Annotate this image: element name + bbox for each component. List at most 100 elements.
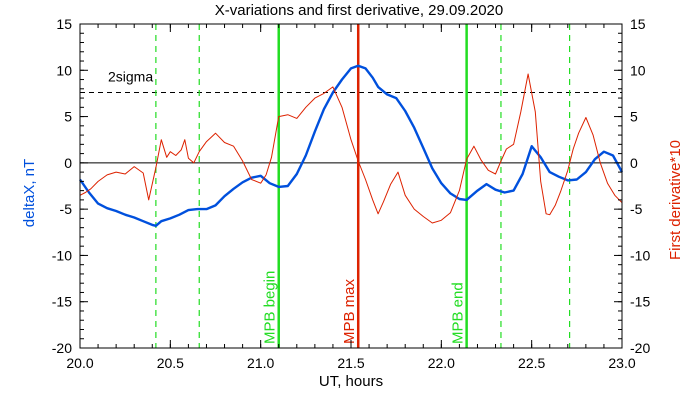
data-point-derivative: [560, 191, 561, 192]
data-point-derivative: [423, 216, 424, 217]
data-point-derivative: [161, 139, 162, 140]
data-point-deltaX: [612, 155, 613, 156]
data-point-derivative: [332, 86, 333, 87]
data-point-derivative: [585, 117, 586, 118]
data-point-derivative: [546, 213, 547, 214]
data-point-derivative: [390, 184, 391, 185]
vline-label-mpb-end: MPB end: [450, 282, 467, 344]
data-point-derivative: [481, 160, 482, 161]
data-point-deltaX: [441, 183, 442, 184]
data-point-deltaX: [567, 180, 568, 181]
data-point-derivative: [528, 73, 529, 74]
data-point-deltaX: [387, 94, 388, 95]
data-point-derivative: [305, 107, 306, 108]
data-point-deltaX: [414, 127, 415, 128]
data-point-deltaX: [495, 189, 496, 190]
data-point-deltaX: [531, 146, 532, 147]
data-point-deltaX: [358, 65, 359, 66]
data-point-derivative: [224, 142, 225, 143]
y-tick-label-right: 5: [630, 109, 638, 125]
data-point-derivative: [405, 195, 406, 196]
data-point-derivative: [593, 135, 594, 136]
data-point-deltaX: [423, 147, 424, 148]
data-point-derivative: [500, 160, 501, 161]
data-point-derivative: [450, 212, 451, 213]
data-point-deltaX: [116, 210, 117, 211]
data-point-derivative: [535, 111, 536, 112]
series-line-deltaX: [79, 64, 624, 228]
data-point-derivative: [155, 167, 156, 168]
data-point-deltaX: [396, 98, 397, 99]
y-tick-label-left: 0: [64, 155, 72, 171]
data-point-derivative: [378, 213, 379, 214]
data-point-derivative: [148, 199, 149, 200]
data-point-deltaX: [107, 208, 108, 209]
data-point-deltaX: [314, 131, 315, 132]
y-tick-label-left: 10: [56, 62, 72, 78]
data-point-derivative: [242, 160, 243, 161]
x-tick-label: 20.0: [66, 355, 93, 371]
data-point-deltaX: [459, 198, 460, 199]
data-point-derivative: [506, 148, 507, 149]
data-point-derivative: [513, 144, 514, 145]
data-point-derivative: [260, 183, 261, 184]
data-point-deltaX: [450, 193, 451, 194]
y-tick-label-left: -5: [60, 201, 73, 217]
data-point-deltaX: [305, 155, 306, 156]
data-point-derivative: [488, 170, 489, 171]
data-point-derivative: [125, 173, 126, 174]
data-point-deltaX: [161, 221, 162, 222]
x-axis-label: UT, hours: [319, 373, 383, 390]
data-point-deltaX: [269, 183, 270, 184]
y-tick-label-right: 0: [630, 155, 638, 171]
y-tick-label-right: -15: [630, 294, 650, 310]
data-point-derivative: [365, 179, 366, 180]
data-point-derivative: [181, 149, 182, 150]
data-point-deltaX: [224, 196, 225, 197]
plot-frame: [79, 23, 623, 349]
data-point-derivative: [98, 181, 99, 182]
data-point-deltaX: [206, 209, 207, 210]
data-point-derivative: [323, 93, 324, 94]
sigma-label: 2sigma: [108, 69, 153, 85]
data-point-derivative: [184, 139, 185, 140]
data-point-derivative: [143, 172, 144, 173]
data-point-derivative: [607, 183, 608, 184]
y-tick-label-right: -10: [630, 247, 650, 263]
data-point-deltaX: [179, 214, 180, 215]
data-point-deltaX: [260, 175, 261, 176]
data-point-derivative: [573, 148, 574, 149]
data-point-deltaX: [125, 214, 126, 215]
data-point-deltaX: [323, 109, 324, 110]
data-point-derivative: [414, 209, 415, 210]
data-point-deltaX: [585, 172, 586, 173]
x-tick-label: 22.5: [518, 355, 545, 371]
data-point-derivative: [271, 157, 272, 158]
y-tick-label-left: -10: [52, 247, 72, 263]
data-point-derivative: [567, 170, 568, 171]
data-point-derivative: [614, 195, 615, 196]
data-point-deltaX: [372, 77, 373, 78]
data-point-deltaX: [287, 185, 288, 186]
data-point-deltaX: [603, 151, 604, 152]
data-point-derivative: [383, 201, 384, 202]
data-point-deltaX: [242, 182, 243, 183]
data-point-deltaX: [477, 190, 478, 191]
data-point-deltaX: [540, 157, 541, 158]
data-point-derivative: [166, 157, 167, 158]
data-point-derivative: [175, 155, 176, 156]
data-point-deltaX: [522, 173, 523, 174]
y-tick-label-right: -5: [630, 201, 643, 217]
data-point-derivative: [358, 160, 359, 161]
data-point-derivative: [193, 162, 194, 163]
data-point-derivative: [188, 158, 189, 159]
data-point-deltaX: [134, 217, 135, 218]
data-point-deltaX: [278, 186, 279, 187]
data-point-deltaX: [152, 224, 153, 225]
y-tick-label-right: 10: [630, 62, 646, 78]
y-tick-label-left: 5: [64, 109, 72, 125]
data-point-deltaX: [576, 179, 577, 180]
data-point-derivative: [555, 205, 556, 206]
data-point-derivative: [495, 173, 496, 174]
data-point-deltaX: [155, 225, 156, 226]
